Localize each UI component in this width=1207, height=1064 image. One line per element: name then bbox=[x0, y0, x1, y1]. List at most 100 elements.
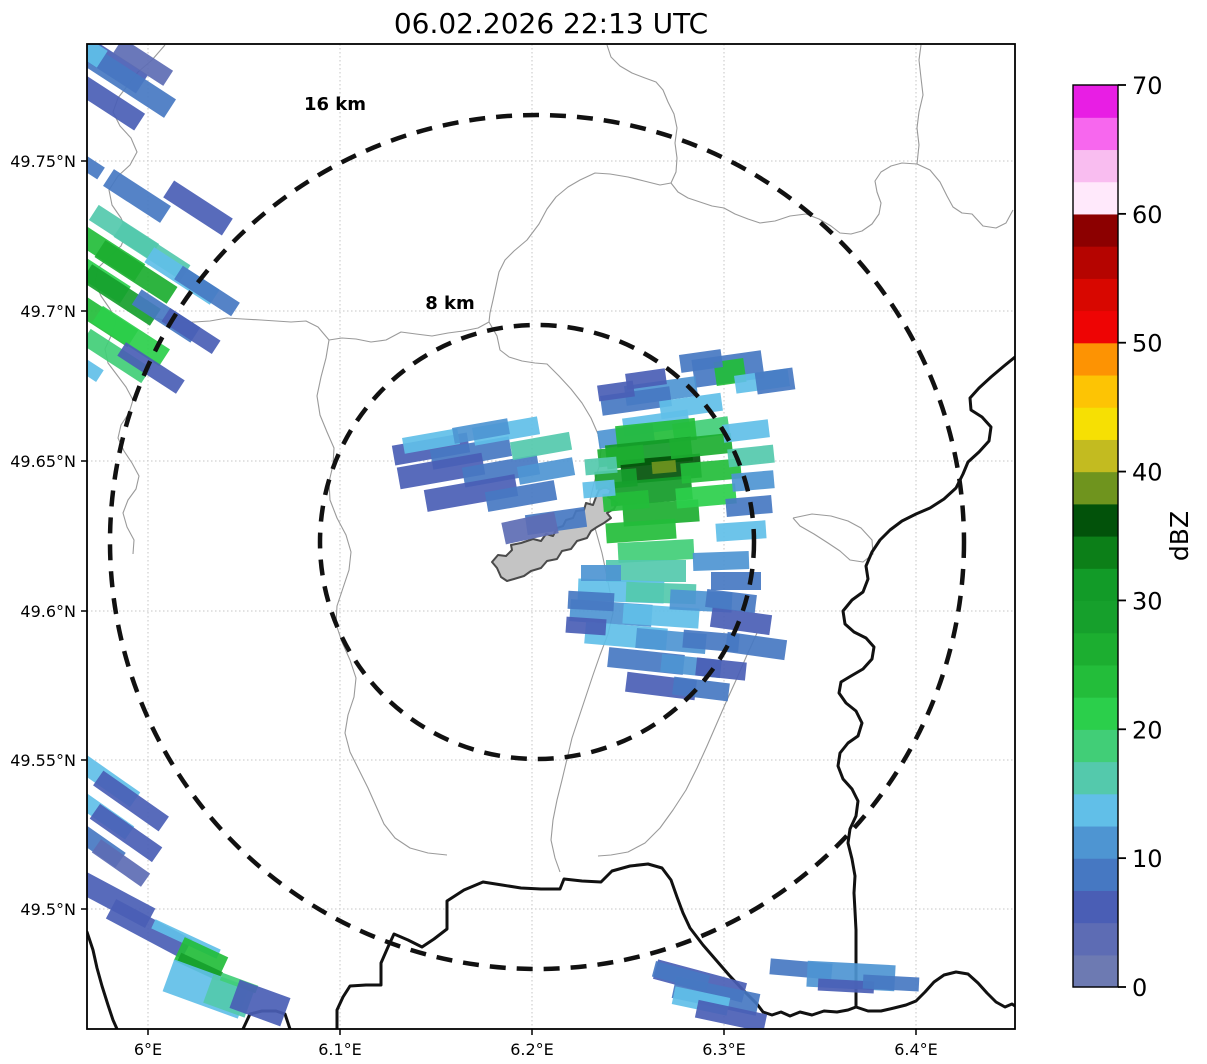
colorbar-segment bbox=[1073, 117, 1118, 151]
radar-echo-bin bbox=[606, 560, 686, 582]
radar-echo-bin bbox=[651, 459, 677, 475]
radar-echo-bin bbox=[423, 474, 519, 512]
colorbar-segment bbox=[1073, 536, 1118, 569]
radar-echo-bin bbox=[722, 419, 770, 443]
radar-echo-bin bbox=[174, 265, 240, 317]
radar-echo-bin bbox=[516, 457, 576, 485]
y-axis-tick-label: 49.5°N bbox=[20, 900, 76, 919]
admin-border-line bbox=[792, 513, 874, 563]
colorbar-segment bbox=[1073, 503, 1118, 537]
radar-echo-bin bbox=[452, 418, 510, 444]
radar-echo-bin bbox=[625, 368, 667, 390]
colorbar-segment bbox=[1073, 729, 1118, 763]
colorbar-segment bbox=[1073, 664, 1118, 698]
radar-echo-bin bbox=[501, 511, 559, 545]
radar-echo-bin bbox=[724, 631, 788, 661]
admin-border-line bbox=[670, 162, 918, 235]
radar-echo-bin bbox=[92, 305, 170, 367]
country-border-line bbox=[335, 862, 1015, 1029]
radar-echo-bin bbox=[396, 452, 486, 490]
radar-echo-bin bbox=[484, 480, 558, 512]
radar-echo-bin bbox=[862, 974, 920, 992]
country-border-line bbox=[87, 930, 119, 1029]
y-axis-tick-label: 49.6°N bbox=[20, 602, 76, 621]
colorbar-segment bbox=[1073, 632, 1118, 666]
radar-echo-bin bbox=[715, 520, 767, 542]
plot-frame bbox=[86, 43, 1016, 1030]
y-axis-tick-label: 49.65°N bbox=[10, 452, 76, 471]
radar-echo-bin bbox=[675, 483, 737, 509]
radar-echo-bin bbox=[680, 458, 742, 484]
admin-border-line bbox=[316, 339, 448, 856]
colorbar-segment bbox=[1073, 890, 1118, 924]
colorbar-segment bbox=[1073, 246, 1118, 279]
colorbar-segment bbox=[1073, 439, 1118, 473]
admin-border-line bbox=[94, 44, 166, 555]
colorbar-segment bbox=[1073, 761, 1118, 795]
colorbar-segment bbox=[1073, 954, 1118, 988]
x-axis-tick-label: 6°E bbox=[134, 1040, 162, 1059]
radar-echo-bin bbox=[678, 349, 724, 373]
radar-echo-bin bbox=[605, 518, 677, 544]
radar-echo-bin bbox=[461, 454, 541, 488]
x-axis-tick-label: 6.3°E bbox=[702, 1040, 746, 1059]
radar-echo-bin bbox=[163, 180, 233, 236]
colorbar-segment bbox=[1073, 407, 1118, 440]
radar-echo-bin bbox=[597, 380, 635, 402]
admin-border-line bbox=[916, 163, 1014, 229]
radar-echo-bin bbox=[565, 616, 607, 636]
radar-echo-bin bbox=[582, 479, 616, 499]
country-borders-layer bbox=[87, 355, 1015, 1029]
radar-echo-bin bbox=[87, 154, 105, 180]
colorbar-segment bbox=[1073, 697, 1118, 730]
colorbar-segment bbox=[1073, 181, 1118, 215]
colorbar-tick-label: 40 bbox=[1132, 459, 1163, 487]
radar-echo-bin bbox=[709, 606, 773, 636]
y-axis-tick-label: 49.75°N bbox=[10, 152, 76, 171]
radar-echo-bin bbox=[567, 590, 615, 612]
axis-tick-labels: 6°E 6.1°E 6.2°E 6.3°E 6.4°E 49.75°N 49.7°N 49.6… bbox=[10, 152, 938, 1059]
colorbar-segment bbox=[1073, 858, 1118, 891]
radar-echo-bin bbox=[87, 356, 104, 382]
colorbar-segment bbox=[1073, 568, 1118, 602]
admin-borders-layer bbox=[94, 44, 1014, 873]
radar-echo-bin bbox=[651, 961, 711, 991]
range-ring-labels: 16 km 8 km bbox=[304, 94, 475, 314]
colorbar-segment bbox=[1073, 85, 1118, 118]
radar-echo-bin bbox=[94, 240, 178, 304]
radar-echo-bin bbox=[87, 44, 108, 68]
colorbar-segment bbox=[1073, 213, 1118, 247]
radar-echo-bin bbox=[229, 979, 291, 1027]
radar-echo-bin bbox=[103, 169, 171, 223]
colorbar-segment bbox=[1073, 342, 1118, 376]
colorbar-segment bbox=[1073, 471, 1118, 505]
radar-echo-bin bbox=[509, 431, 573, 461]
colorbar-tick-label: 20 bbox=[1132, 716, 1163, 744]
admin-border-line bbox=[149, 316, 490, 343]
admin-border-line bbox=[488, 44, 678, 323]
radar-echo-bin bbox=[87, 328, 152, 384]
radar-echo-bin bbox=[161, 307, 221, 355]
radar-echo-bin bbox=[87, 67, 146, 131]
colorbar-axis-label: dBZ bbox=[1165, 511, 1194, 561]
colorbar-segment bbox=[1073, 149, 1118, 183]
radar-echo-bin bbox=[91, 839, 151, 887]
radar-echo-bin bbox=[584, 456, 618, 476]
colorbar-tick-label: 30 bbox=[1132, 587, 1163, 615]
range-rings-layer bbox=[107, 112, 967, 972]
range-ring-label: 16 km bbox=[304, 94, 366, 115]
colorbar: 0 10 20 30 40 50 60 70 bbox=[1072, 72, 1163, 1002]
radar-echo-bin bbox=[617, 539, 695, 563]
y-axis-tick-label: 49.55°N bbox=[10, 751, 76, 770]
colorbar-segment bbox=[1073, 278, 1118, 312]
colorbar-tick-label: 10 bbox=[1132, 845, 1163, 873]
range-ring-label: 8 km bbox=[425, 293, 475, 314]
colorbar-tick-label: 70 bbox=[1132, 72, 1163, 100]
radar-echo-bin bbox=[695, 657, 747, 681]
x-axis-tick-label: 6.4°E bbox=[894, 1040, 938, 1059]
radar-echo-bin bbox=[711, 572, 761, 590]
admin-border-line bbox=[916, 44, 924, 165]
admin-border-line bbox=[597, 632, 758, 857]
radar-echo-bin bbox=[669, 432, 733, 460]
radar-echo-bin bbox=[692, 551, 750, 571]
